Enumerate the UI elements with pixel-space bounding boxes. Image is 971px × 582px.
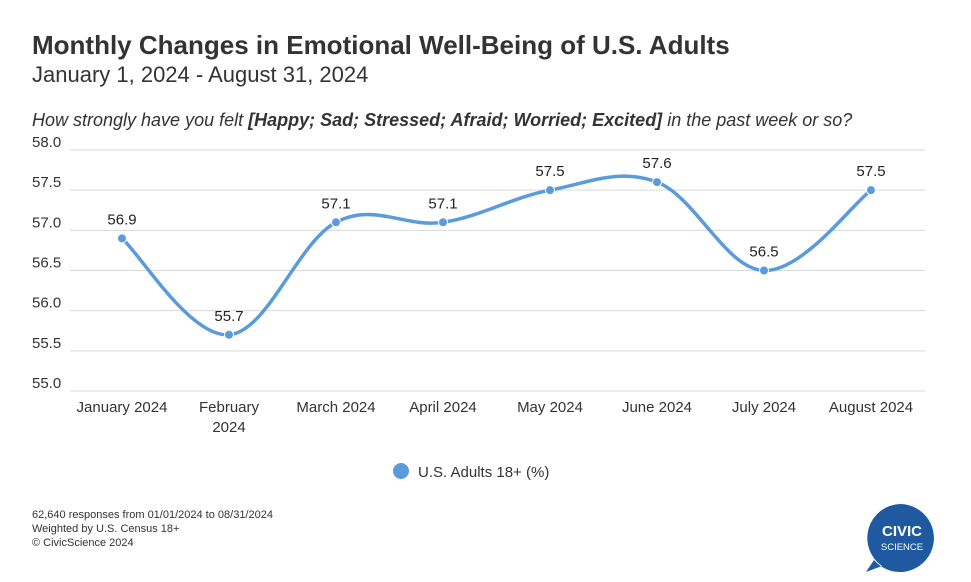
- chart-footer: 62,640 responses from 01/01/2024 to 08/3…: [32, 508, 273, 550]
- data-label: 57.6: [642, 155, 671, 172]
- question-suffix: in the past week or so?: [662, 110, 853, 130]
- civicscience-logo: CIVIC SCIENCE: [866, 504, 934, 572]
- legend-marker: [393, 463, 409, 479]
- logo-word-civic: CIVIC: [882, 523, 922, 540]
- x-tick-label: March 2024: [296, 399, 375, 416]
- data-point: [331, 217, 341, 228]
- data-label: 57.5: [535, 163, 564, 180]
- footer-responses: 62,640 responses from 01/01/2024 to 08/3…: [32, 509, 273, 521]
- legend-label: U.S. Adults 18+ (%): [418, 464, 549, 481]
- line-chart: 58.0 57.5 57.0 56.5 56.0 55.5 55.0 January 2024…: [32, 134, 925, 481]
- data-point: [224, 329, 234, 340]
- x-tick-label: 2024: [212, 419, 245, 436]
- footer-copyright: © CivicScience 2024: [32, 537, 134, 549]
- data-label: 55.7: [214, 308, 243, 325]
- question-emphasis: [Happy; Sad; Stressed; Afraid; Worried; …: [248, 110, 663, 130]
- y-tick-label: 56.0: [32, 295, 61, 312]
- footer-weighting: Weighted by U.S. Census 18+: [32, 523, 180, 535]
- data-point: [545, 185, 555, 196]
- question-prefix: How strongly have you felt: [32, 110, 249, 130]
- x-tick-label: January 2024: [77, 399, 168, 416]
- x-tick-label: August 2024: [829, 399, 913, 416]
- y-tick-label: 56.5: [32, 255, 61, 272]
- data-point: [117, 233, 127, 244]
- data-point: [866, 185, 876, 196]
- data-label: 57.1: [428, 195, 457, 212]
- x-tick-label: February: [199, 399, 260, 416]
- survey-question: How strongly have you felt [Happy; Sad; …: [32, 110, 852, 131]
- x-tick-label: May 2024: [517, 399, 583, 416]
- logo-word-science: SCIENCE: [881, 542, 923, 553]
- x-tick-label: July 2024: [732, 399, 796, 416]
- data-label: 57.1: [321, 195, 350, 212]
- x-tick-label: June 2024: [622, 399, 692, 416]
- y-tick-label: 55.0: [32, 375, 61, 392]
- chart-title: Monthly Changes in Emotional Well-Being …: [32, 30, 730, 60]
- data-point: [438, 217, 448, 228]
- chart-subtitle: January 1, 2024 - August 31, 2024: [32, 62, 369, 87]
- y-tick-label: 58.0: [32, 134, 61, 151]
- y-tick-label: 57.0: [32, 214, 61, 231]
- y-tick-label: 55.5: [32, 335, 61, 352]
- series-line: [120, 174, 873, 337]
- data-point: [759, 265, 769, 276]
- y-tick-label: 57.5: [32, 174, 61, 191]
- data-label: 57.5: [856, 163, 885, 180]
- data-label: 56.9: [107, 211, 136, 228]
- data-label: 56.5: [749, 244, 778, 261]
- data-point: [652, 177, 662, 188]
- x-tick-label: April 2024: [409, 399, 477, 416]
